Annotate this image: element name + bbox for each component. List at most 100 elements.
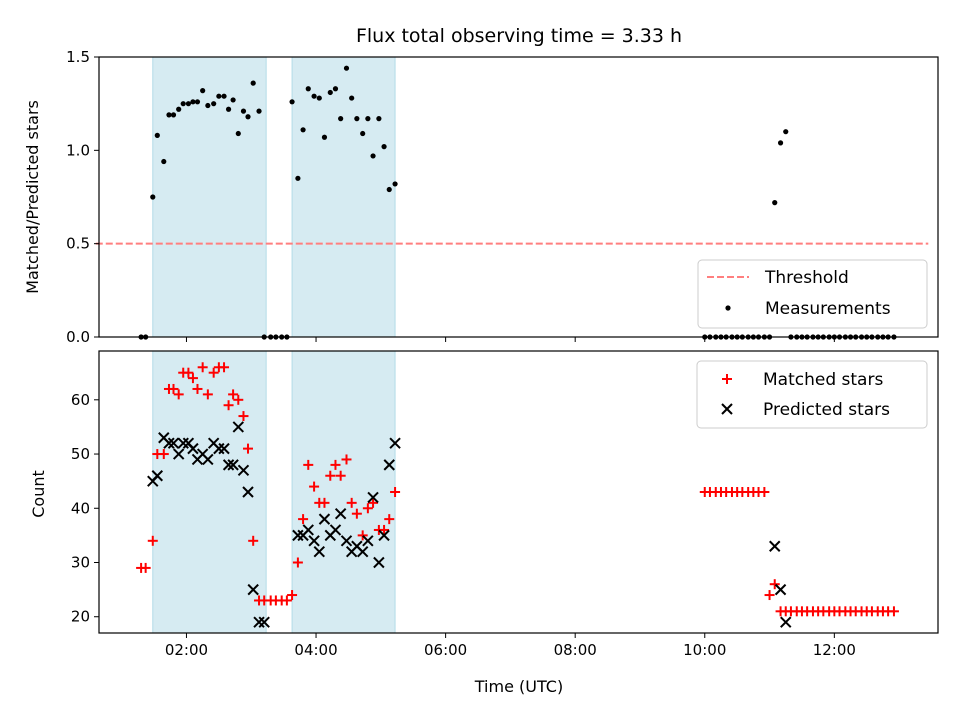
predicted-star-stroke (218, 442, 230, 455)
predicted-star-stroke (774, 583, 787, 596)
measurement-point (376, 116, 382, 122)
predicted-star-stroke (340, 535, 353, 547)
matched-star-point (335, 470, 346, 481)
predicted-star-point (202, 453, 214, 466)
matched-star-point (379, 524, 390, 535)
matched-star-point (764, 590, 775, 601)
x-axis-label: Time (UTC) (474, 677, 563, 696)
measurement-point (200, 88, 206, 94)
bottom-y-tick-label: 60 (71, 391, 90, 409)
predicted-star-point (383, 459, 395, 471)
matched-star-point (309, 481, 320, 492)
predicted-star-stroke (258, 616, 270, 628)
predicted-star-point (151, 470, 164, 482)
bottom-plot-area: 20 30 40 50 60 02:00 04:00 06:00 08:00 10:00 12:00 (71, 350, 939, 659)
predicted-star-stroke (222, 459, 235, 471)
matched-star-point (357, 530, 368, 541)
matched-star-point (303, 459, 314, 470)
chart-title: Flux total observing time = 3.33 h (356, 25, 682, 47)
predicted-star-stroke (227, 459, 239, 471)
measurement-point (392, 181, 398, 187)
bottom-y-tick-label: 40 (71, 499, 90, 517)
matched-star-point (368, 497, 379, 508)
matched-star-point (243, 443, 254, 454)
matched-star-point (330, 459, 341, 470)
measurement-point (250, 80, 256, 86)
measurement-point (245, 114, 251, 120)
x-tick-label: 06:00 (424, 641, 467, 659)
predicted-star-stroke (213, 442, 225, 455)
measurement-point (316, 95, 322, 101)
measurement-point (166, 112, 172, 118)
measurement-point (386, 186, 392, 193)
matched-star-point (238, 411, 249, 422)
top-y-tick-label: 1.5 (66, 48, 90, 66)
bottom-legend: Matched stars Predicted stars (696, 360, 928, 429)
measurement-point (327, 89, 333, 96)
predicted-star-point (222, 459, 235, 471)
predicted-star-stroke (378, 529, 390, 542)
measurement-point (381, 144, 387, 150)
top-y-axis-label: Matched/Predicted stars (23, 100, 42, 294)
measurement-point (783, 129, 789, 135)
matched-star-point (769, 579, 780, 590)
measurement-point (230, 97, 236, 103)
measurement-point (300, 127, 306, 133)
measurement-point (354, 116, 360, 122)
legend-predicted-swatch (721, 403, 733, 415)
predicted-star-stroke (292, 529, 304, 542)
predicted-star-point (329, 524, 342, 536)
predicted-star-point (302, 524, 314, 536)
predicted-star-point (232, 421, 245, 433)
measurement-point (321, 134, 328, 140)
matched-star-point (147, 535, 158, 546)
predicted-star-stroke (167, 437, 180, 449)
measurement-point (154, 132, 160, 138)
matched-star-point (158, 449, 169, 460)
predicted-star-point (367, 491, 379, 504)
measurement-point (150, 194, 156, 200)
matched-star-point (140, 562, 151, 573)
predicted-star-stroke (351, 540, 363, 552)
matched-star-point (341, 454, 352, 465)
bottom-y-axis-label: Count (29, 470, 48, 518)
matched-star-point (319, 497, 330, 508)
measurement-point (211, 101, 217, 107)
predicted-star-point (780, 616, 792, 628)
top-shaded-span (291, 56, 396, 338)
measurement-point (190, 99, 196, 105)
predicted-star-stroke (207, 437, 220, 449)
predicted-star-stroke (237, 464, 250, 477)
top-y-tick-label: 1.0 (66, 141, 90, 159)
legend-threshold-label: Threshold (764, 268, 849, 288)
matched-star-point (192, 383, 203, 394)
predicted-star-point (258, 616, 270, 628)
measurement-point (161, 158, 167, 165)
legend-predicted-label: Predicted stars (763, 400, 890, 420)
predicted-star-point (177, 437, 189, 449)
matched-star-point (202, 389, 213, 400)
predicted-star-point (356, 545, 369, 558)
matched-star-point (197, 362, 208, 373)
predicted-star-stroke (383, 459, 395, 471)
predicted-star-stroke (356, 545, 369, 558)
legend-matched-label: Matched stars (763, 370, 883, 390)
predicted-star-stroke (202, 453, 214, 466)
predicted-star-point (340, 535, 353, 547)
measurement-point (235, 130, 241, 137)
predicted-star-point (362, 535, 374, 547)
predicted-star-point (213, 442, 225, 455)
predicted-star-stroke (313, 545, 325, 558)
matched-star-point (281, 595, 292, 606)
legend-measurement-label: Measurements (765, 299, 891, 319)
predicted-star-stroke (158, 432, 170, 444)
predicted-star-point (774, 583, 787, 596)
matched-star-point (346, 497, 357, 508)
matched-star-point (287, 590, 298, 601)
measurement-point (205, 102, 211, 109)
predicted-star-stroke (367, 491, 379, 504)
matched-star-point (298, 514, 309, 525)
predicted-star-point (167, 437, 180, 449)
x-tick-label: 10:00 (683, 641, 726, 659)
